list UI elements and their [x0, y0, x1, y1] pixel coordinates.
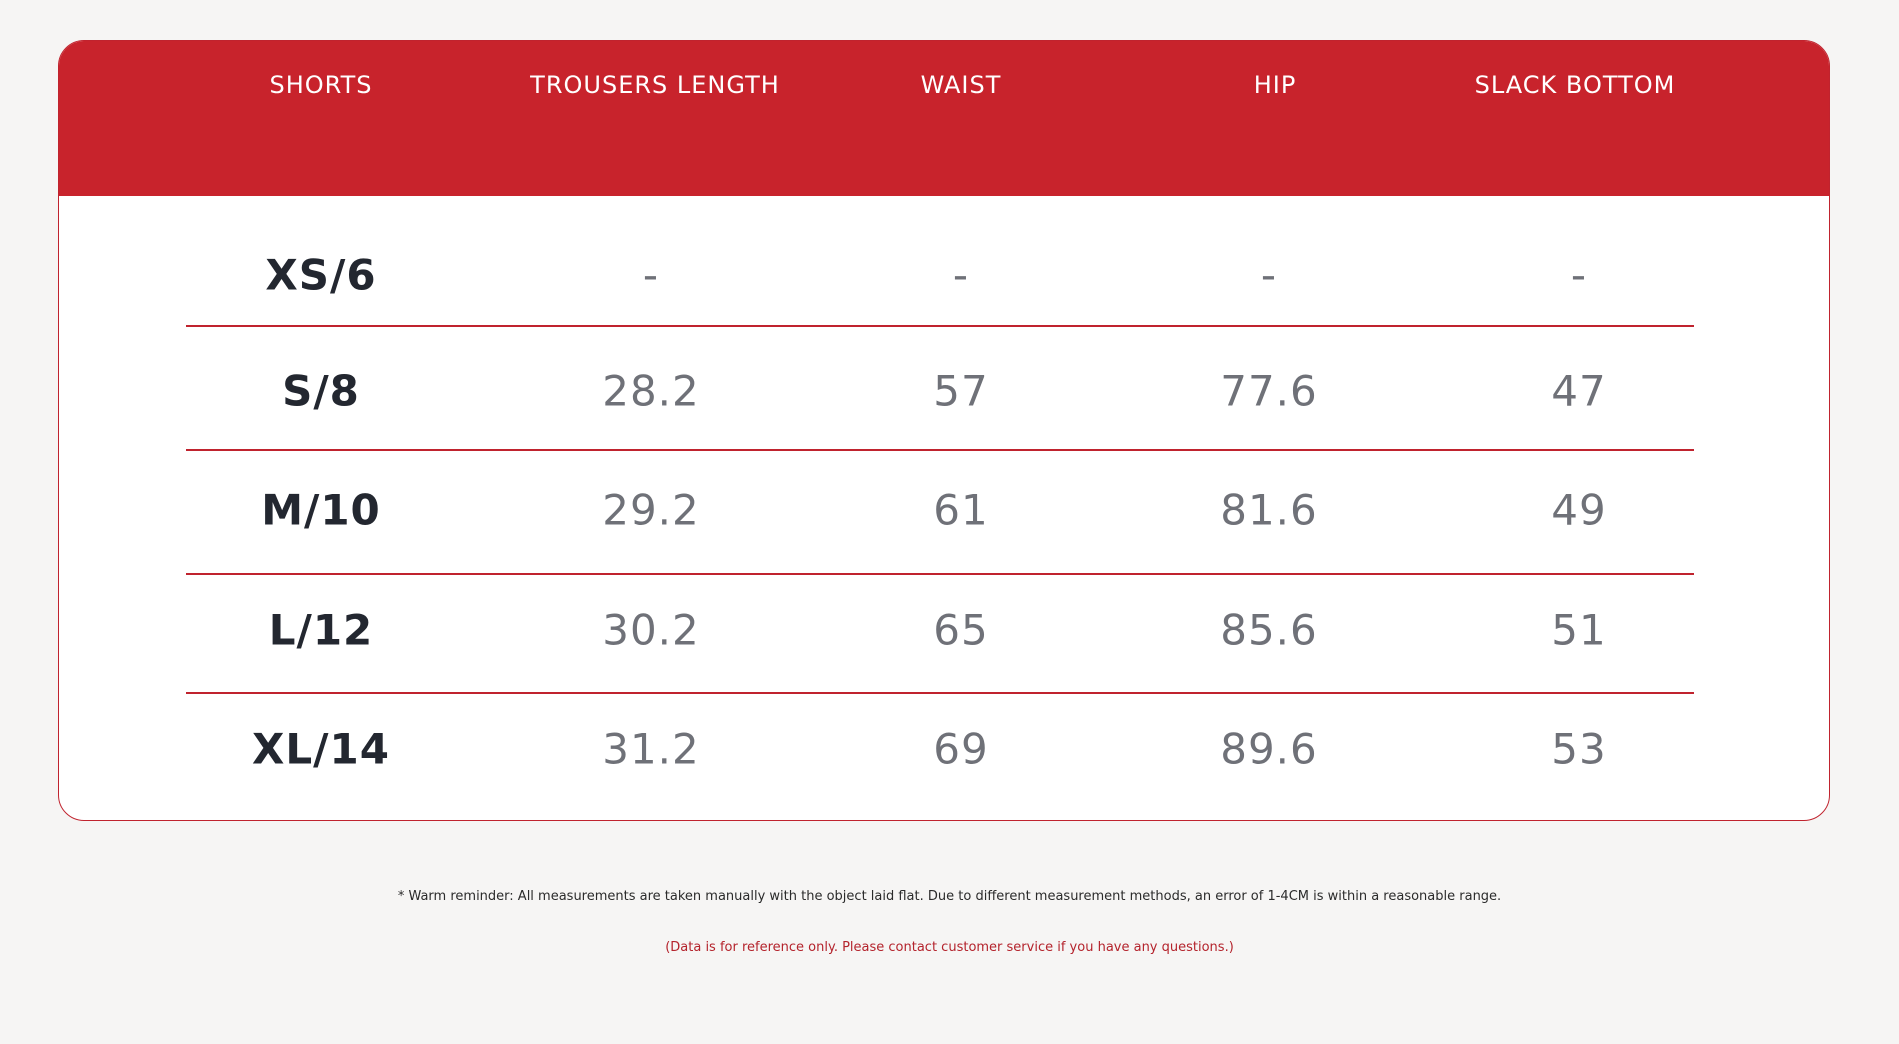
- size-cell: XS/6: [265, 250, 377, 300]
- row-divider: [186, 325, 1694, 327]
- hip-cell: 89.6: [1220, 724, 1318, 774]
- size-cell: S/8: [282, 366, 360, 416]
- header-hip: HIP: [1253, 71, 1297, 99]
- trousers-length-cell: 31.2: [602, 724, 700, 774]
- header-slack-bottom: SLACK BOTTOM: [1474, 71, 1676, 99]
- table-header: SHORTS TROUSERS LENGTH WAIST HIP SLACK B…: [59, 41, 1829, 196]
- table-row: XS/6 - - - -: [59, 215, 1829, 335]
- slack-bottom-cell: 49: [1551, 485, 1607, 535]
- table-row: M/10 29.2 61 81.6 49: [59, 450, 1829, 570]
- slack-bottom-cell: 53: [1551, 724, 1607, 774]
- header-trousers-length: TROUSERS LENGTH: [530, 71, 780, 99]
- slack-bottom-cell: 47: [1551, 366, 1607, 416]
- waist-cell: 65: [933, 605, 989, 655]
- row-divider: [186, 692, 1694, 694]
- reference-note: (Data is for reference only. Please cont…: [665, 940, 1234, 955]
- waist-cell: 57: [933, 366, 989, 416]
- trousers-length-cell: -: [642, 250, 660, 300]
- hip-cell: 77.6: [1220, 366, 1318, 416]
- trousers-length-cell: 29.2: [602, 485, 700, 535]
- size-chart-table: SHORTS TROUSERS LENGTH WAIST HIP SLACK B…: [58, 40, 1830, 821]
- hip-cell: 81.6: [1220, 485, 1318, 535]
- trousers-length-cell: 28.2: [602, 366, 700, 416]
- measurement-reminder: * Warm reminder: All measurements are ta…: [397, 889, 1502, 904]
- waist-cell: 61: [933, 485, 989, 535]
- table-row: XL/14 31.2 69 89.6 53: [59, 689, 1829, 809]
- hip-cell: -: [1260, 250, 1278, 300]
- table-row: S/8 28.2 57 77.6 47: [59, 331, 1829, 451]
- table-row: L/12 30.2 65 85.6 51: [59, 570, 1829, 690]
- header-waist: WAIST: [920, 71, 1002, 99]
- trousers-length-cell: 30.2: [602, 605, 700, 655]
- size-cell: L/12: [268, 605, 374, 655]
- waist-cell: 69: [933, 724, 989, 774]
- waist-cell: -: [952, 250, 970, 300]
- hip-cell: 85.6: [1220, 605, 1318, 655]
- slack-bottom-cell: 51: [1551, 605, 1607, 655]
- size-cell: M/10: [261, 485, 381, 535]
- slack-bottom-cell: -: [1570, 250, 1588, 300]
- row-divider: [186, 449, 1694, 451]
- row-divider: [186, 573, 1694, 575]
- size-cell: XL/14: [252, 724, 390, 774]
- header-shorts: SHORTS: [269, 71, 373, 99]
